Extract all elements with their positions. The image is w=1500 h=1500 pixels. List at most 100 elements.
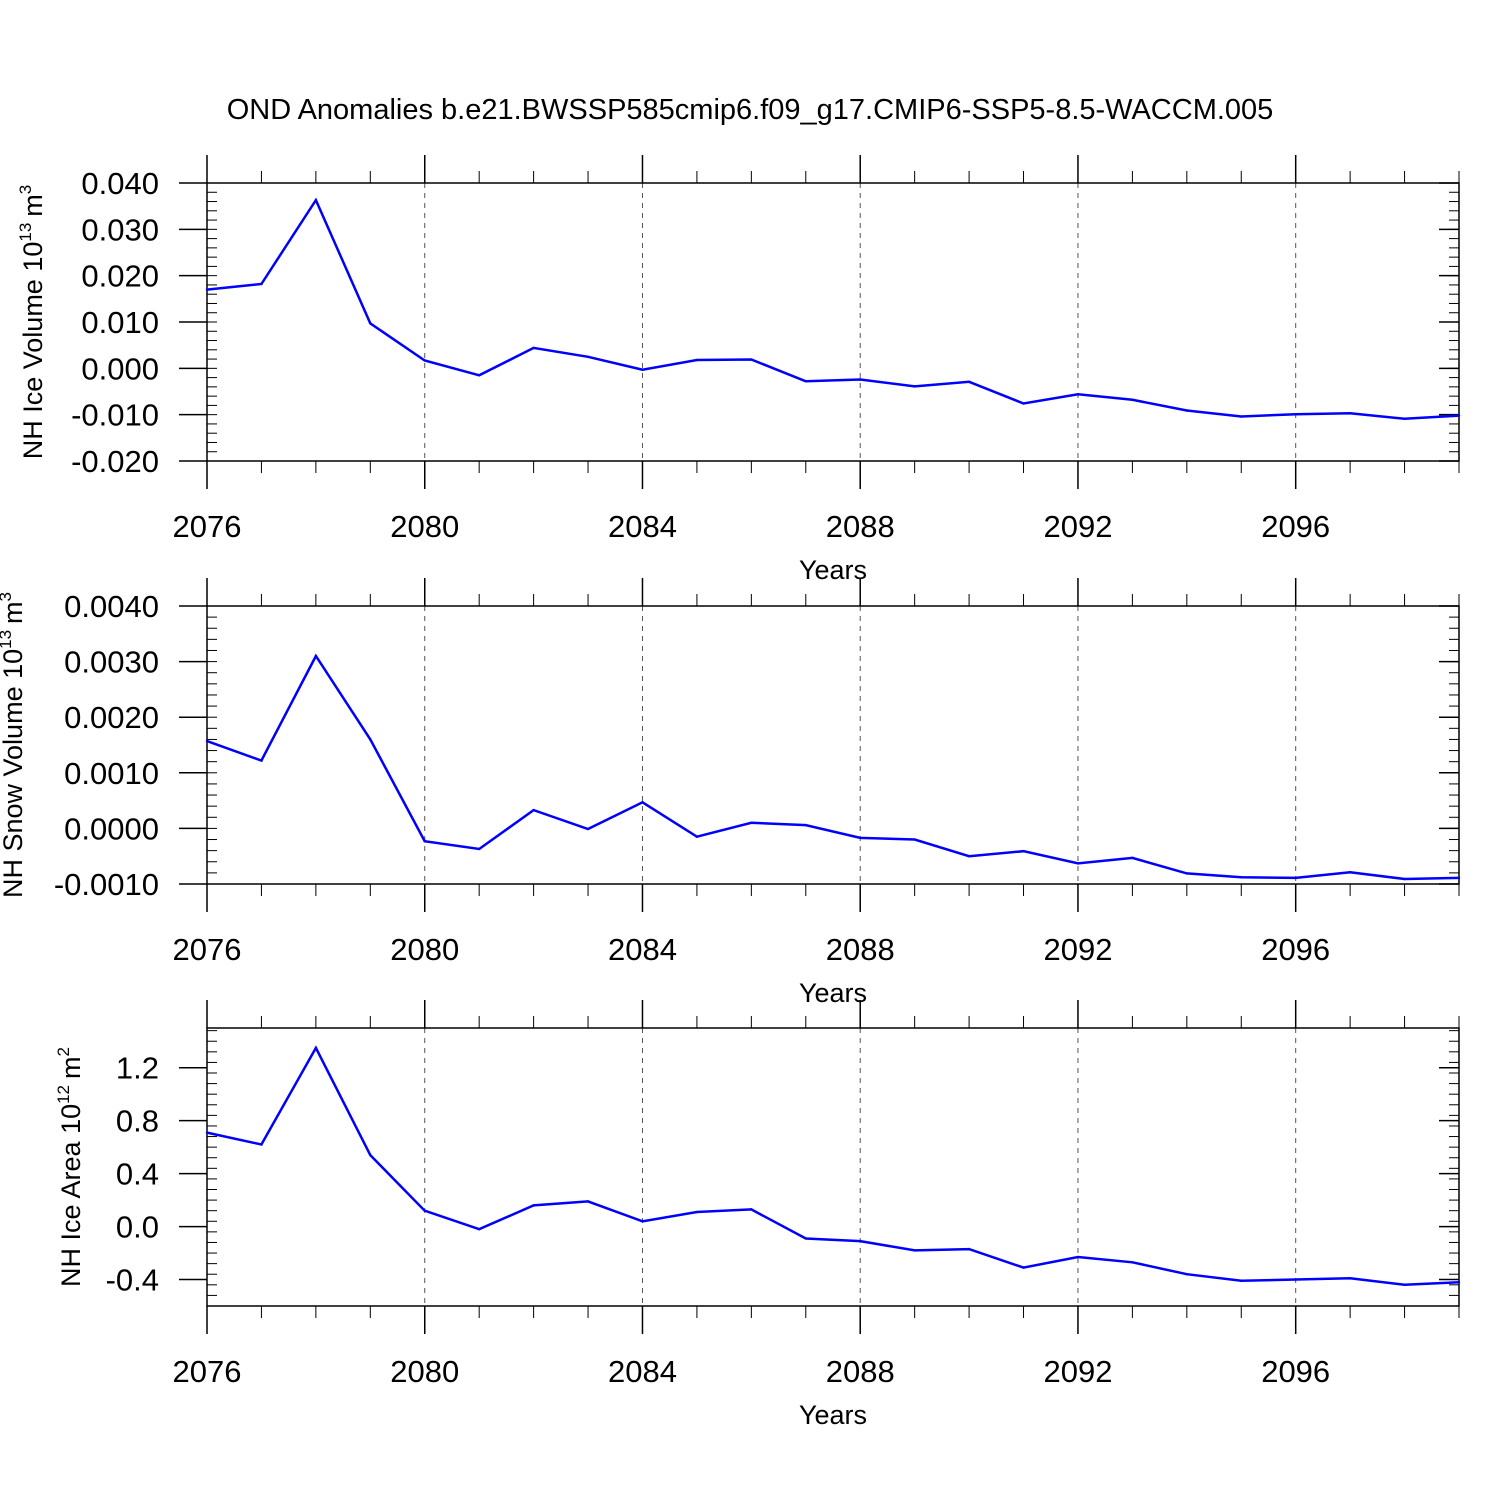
y-tick-label: 0.010	[81, 305, 159, 340]
x-tick-label: 2080	[390, 932, 459, 967]
x-tick-label: 2076	[173, 509, 242, 544]
ice-volume-data-point	[369, 322, 372, 325]
y-tick-label: 0.4	[116, 1157, 159, 1192]
ice-volume-data-point	[913, 385, 916, 388]
ice-volume-data-point	[695, 358, 699, 362]
ice-area-data-point	[1457, 1280, 1461, 1284]
ice-volume-data-point	[641, 368, 644, 371]
ice-area-data-point	[913, 1249, 916, 1252]
snow-volume-series-line	[206, 653, 1460, 881]
snow-volume-data-point	[750, 821, 753, 825]
y-axis-label-part: m	[0, 601, 28, 624]
snow-volume-data-point	[1185, 872, 1189, 875]
ice-volume-data-point	[586, 355, 590, 358]
snow-volume-data-point	[804, 823, 807, 827]
ice-volume-data-point	[1457, 414, 1461, 417]
x-tick-label: 2096	[1261, 509, 1330, 544]
y-axis-label-part: NH Snow Volume 10	[0, 649, 28, 898]
ice-area-data-point	[641, 1220, 644, 1223]
x-tick-label: 2088	[826, 932, 895, 967]
ice-area-data-point	[1403, 1283, 1406, 1287]
ice-area-data-point	[477, 1228, 481, 1231]
y-axis-label-part: 3	[0, 592, 15, 601]
y-tick-label: 0.0020	[64, 700, 159, 735]
snow-volume-data-point	[1403, 877, 1406, 881]
snow-volume-data-point	[205, 739, 209, 743]
snow-volume-data-point	[695, 835, 699, 838]
ice-volume-data-point	[477, 374, 481, 377]
x-tick-label: 2096	[1261, 1354, 1330, 1389]
ice-area-data-point	[967, 1247, 971, 1251]
ice-area-data-point	[532, 1204, 535, 1207]
plot-frame	[206, 1027, 1460, 1307]
snow-volume-data-point	[913, 838, 916, 841]
snow-volume-data-point	[260, 759, 263, 762]
y-tick-label: 0.8	[116, 1104, 159, 1139]
ice-area-data-point	[314, 1046, 318, 1050]
x-tick-label: 2092	[1043, 1354, 1112, 1389]
snow-volume-data-point	[369, 738, 372, 741]
x-axis-label: Years	[799, 555, 867, 585]
x-tick-label: 2084	[608, 932, 677, 967]
plot-frame	[206, 605, 1460, 885]
snow-volume-data-point	[1076, 862, 1080, 865]
y-tick-label: -0.010	[71, 398, 159, 433]
x-axis-label: Years	[799, 978, 867, 1008]
ice-volume-series-line	[206, 197, 1460, 421]
ice-area-data-point	[205, 1131, 209, 1134]
ice-volume-data-point	[1294, 413, 1297, 416]
ice-volume-data-point	[1076, 393, 1080, 396]
y-axis-label-part: m	[56, 1056, 86, 1079]
snow-volume-data-point	[967, 855, 971, 858]
ice-volume-panel: -0.020 -0.010 0.000 0.010 0.020 0.030 0.040 207…	[16, 155, 1461, 585]
ice-volume-data-point	[1240, 415, 1243, 418]
ice-area-data-point	[804, 1237, 807, 1240]
ice-volume-data-point	[314, 198, 318, 202]
y-tick-label: 0.0000	[64, 811, 159, 846]
ice-volume-data-point	[1022, 402, 1025, 405]
snow-volume-panel: -0.0010 0.0000 0.0010 0.0020 0.0030 0.0040 207…	[0, 578, 1461, 1008]
ice-volume-data-point	[967, 380, 971, 383]
ice-area-data-point	[1076, 1255, 1080, 1259]
x-tick-label: 2084	[608, 509, 677, 544]
ice-volume-data-point	[1348, 412, 1352, 415]
ice-area-data-point	[750, 1208, 753, 1211]
ice-area-data-point	[260, 1143, 263, 1146]
ice-volume-data-point	[859, 378, 862, 381]
ice-area-data-point	[586, 1200, 590, 1203]
ice-area-data-point	[423, 1209, 426, 1212]
snow-volume-data-point	[859, 836, 862, 840]
x-tick-label: 2096	[1261, 932, 1330, 967]
y-tick-label: 0.0040	[64, 589, 159, 624]
snow-volume-data-point	[586, 827, 590, 831]
figure-title: OND Anomalies b.e21.BWSSP585cmip6.f09_g1…	[227, 94, 1274, 126]
ice-volume-data-point	[1403, 417, 1406, 421]
ice-area-data-point	[1348, 1277, 1352, 1280]
y-tick-label: 0.000	[81, 351, 159, 386]
y-axis-label-part: 3	[16, 185, 35, 194]
x-tick-label: 2088	[826, 1354, 895, 1389]
ice-volume-data-point	[260, 282, 263, 286]
y-axis-label-part: 13	[0, 630, 15, 649]
y-tick-label: 0.040	[81, 166, 159, 201]
snow-volume-data-point	[314, 654, 318, 658]
snow-volume-data-point	[1348, 871, 1352, 874]
snow-volume-data-point	[1131, 856, 1134, 860]
snow-volume-data-point	[1294, 876, 1297, 880]
ice-volume-data-point	[423, 359, 426, 362]
x-axis-label: Years	[799, 1400, 867, 1430]
y-axis-label-part: 12	[54, 1085, 73, 1104]
ice-volume-data-point	[1131, 398, 1134, 402]
ice-area-data-point	[1022, 1266, 1025, 1269]
x-tick-label: 2088	[826, 509, 895, 544]
y-tick-label: 0.030	[81, 212, 159, 247]
snow-volume-data-point	[532, 808, 535, 812]
y-axis-label-part: 2	[54, 1047, 73, 1056]
y-axis-label-part: 13	[16, 223, 35, 242]
ice-volume-data-point	[1185, 409, 1189, 412]
ice-volume-data-point	[804, 380, 807, 383]
y-tick-label: 0.0	[116, 1210, 159, 1245]
y-axis-label-part: NH Ice Area 10	[56, 1104, 86, 1287]
